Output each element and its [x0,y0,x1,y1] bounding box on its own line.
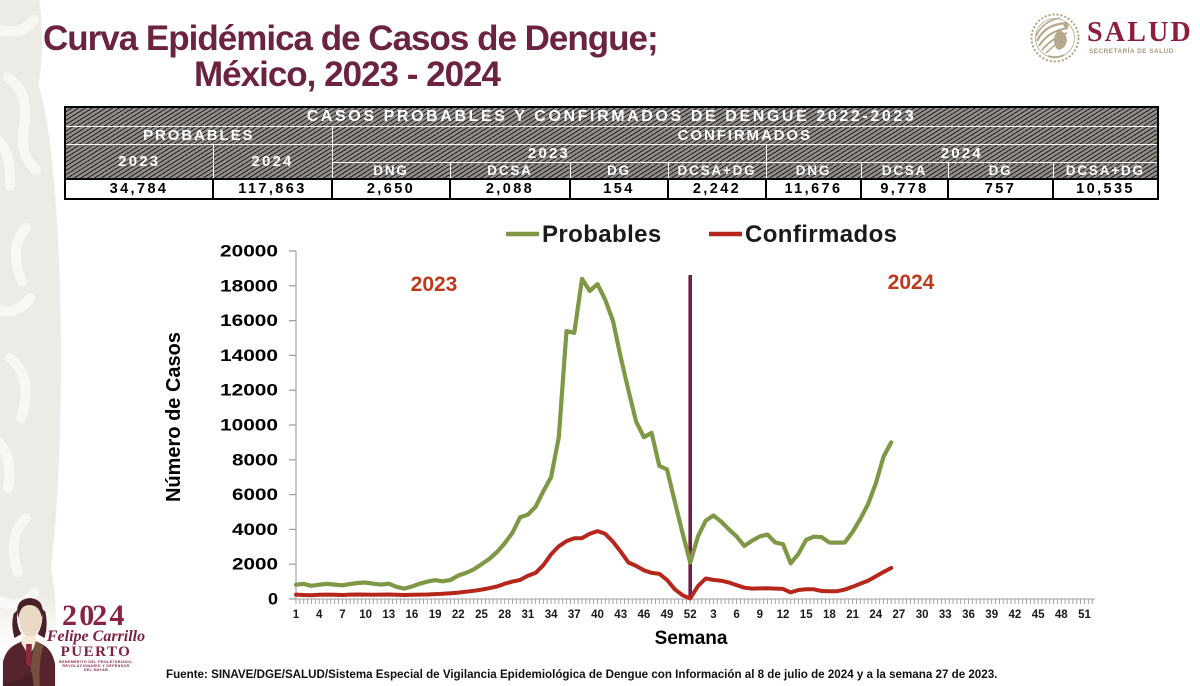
svg-text:4000: 4000 [232,521,278,539]
svg-text:10000: 10000 [220,417,278,435]
svg-text:14000: 14000 [220,347,278,365]
svg-text:36: 36 [962,609,975,621]
svg-text:21: 21 [846,609,859,621]
svg-text:52: 52 [684,609,697,621]
svg-text:27: 27 [893,609,906,621]
svg-text:0: 0 [268,591,278,609]
svg-text:19: 19 [429,609,442,621]
svg-text:48: 48 [1055,609,1068,621]
svg-text:Número de Casos: Número de Casos [163,332,185,502]
svg-text:43: 43 [614,609,627,621]
svg-text:42: 42 [1009,609,1022,621]
svg-text:33: 33 [939,609,952,621]
svg-text:Probables: Probables [542,221,662,248]
svg-text:16000: 16000 [220,312,278,330]
svg-text:51: 51 [1078,609,1091,621]
svg-text:Confirmados: Confirmados [745,221,897,248]
svg-text:49: 49 [661,609,674,621]
svg-text:2000: 2000 [232,556,278,574]
svg-text:9: 9 [757,609,763,621]
svg-text:7: 7 [339,609,345,621]
svg-text:18000: 18000 [220,277,278,295]
svg-text:16: 16 [406,609,419,621]
svg-text:30: 30 [916,609,929,621]
svg-text:15: 15 [800,609,813,621]
svg-text:24: 24 [869,609,882,621]
svg-text:34: 34 [545,609,558,621]
svg-text:2024: 2024 [888,271,935,294]
svg-text:6000: 6000 [232,486,278,504]
svg-text:Semana: Semana [655,628,728,649]
svg-text:37: 37 [568,609,581,621]
svg-text:22: 22 [452,609,465,621]
svg-text:28: 28 [498,609,511,621]
svg-text:4: 4 [316,609,323,621]
svg-text:8000: 8000 [232,451,278,469]
svg-text:6: 6 [733,609,739,621]
svg-text:12000: 12000 [220,382,278,400]
svg-text:45: 45 [1032,609,1045,621]
svg-text:25: 25 [475,609,488,621]
svg-text:20000: 20000 [220,243,278,261]
svg-text:18: 18 [823,609,836,621]
svg-text:39: 39 [985,609,998,621]
svg-text:12: 12 [777,609,790,621]
svg-text:1: 1 [293,609,300,621]
svg-text:3: 3 [710,609,716,621]
svg-text:2023: 2023 [411,273,458,296]
svg-text:40: 40 [591,609,604,621]
svg-text:10: 10 [359,609,372,621]
svg-text:31: 31 [522,609,535,621]
svg-text:46: 46 [638,609,651,621]
svg-text:13: 13 [382,609,395,621]
